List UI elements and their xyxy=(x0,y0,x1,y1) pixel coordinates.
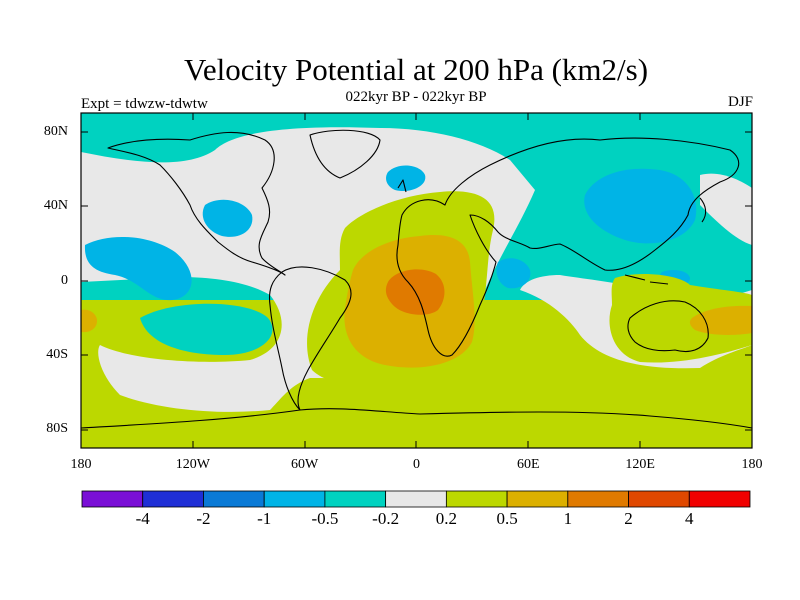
colorbar-swatch xyxy=(567,490,629,508)
map-field xyxy=(81,113,752,448)
season-label: DJF xyxy=(727,94,753,110)
colorbar-label: 0.2 xyxy=(435,509,457,528)
colorbar-label: 4 xyxy=(685,509,694,528)
latitude-label: 80N xyxy=(43,123,68,139)
coastline-uk xyxy=(397,179,407,193)
coastline-south-america xyxy=(268,266,352,411)
colorbar-swatch xyxy=(81,490,144,508)
colorbar-label: 2 xyxy=(624,509,633,528)
coastline-antarctica xyxy=(80,408,753,429)
coastlines xyxy=(80,129,753,429)
coastline-greenland xyxy=(309,129,381,179)
coastline-japan xyxy=(699,197,707,223)
coastline-australia xyxy=(627,300,709,353)
colorbar-swatch xyxy=(385,490,447,508)
latitude-label: 0 xyxy=(61,272,68,288)
colorbar-label: -2 xyxy=(196,509,211,528)
colorbar-swatch xyxy=(324,490,387,508)
negative-cell-east-pacific xyxy=(84,236,192,301)
positive-zone-australia xyxy=(609,274,752,363)
colorbar-swatch xyxy=(445,490,508,508)
longitude-label: 120E xyxy=(625,457,655,472)
colorbar-label: -0.5 xyxy=(311,509,339,528)
map-ticks xyxy=(81,113,752,448)
colorbar-label: -1 xyxy=(257,509,272,528)
figure-title: Velocity Potential at 200 hPa (km2/s) xyxy=(183,52,649,87)
colorbar-label: 1 xyxy=(563,509,573,528)
coastline-north-america xyxy=(107,131,286,276)
colorbar-swatch xyxy=(142,490,204,508)
longitude-label: 60E xyxy=(517,457,540,472)
latitude-label: 40N xyxy=(43,198,68,214)
negative-cell-north-atlantic xyxy=(386,165,426,192)
latitude-label: 80S xyxy=(46,421,68,437)
colorbar xyxy=(81,490,751,508)
negative-cell-east-asia xyxy=(584,168,697,244)
colorbar-swatch xyxy=(506,490,569,508)
colorbar-swatch xyxy=(628,490,690,508)
latitude-label: 40S xyxy=(46,346,68,362)
colorbar-swatch xyxy=(263,490,326,508)
positive-cell-dateline xyxy=(81,309,98,333)
negative-cell-north-pacific xyxy=(202,199,253,237)
negative-cell-south-pacific xyxy=(140,303,273,355)
coastline-eurasia-africa xyxy=(396,137,740,357)
figure-subtitle: 022kyr BP - 022kyr BP xyxy=(345,89,487,105)
coastline-indonesia xyxy=(624,274,669,285)
experiment-label: Expt = tdwzw-tdwtw xyxy=(81,96,208,112)
positive-cell-australia-core xyxy=(689,305,752,335)
longitude-label: 60W xyxy=(291,457,319,472)
neutral-zone-northeast-pacific xyxy=(700,173,752,245)
colorbar-label: -4 xyxy=(135,509,150,528)
longitude-label: 180 xyxy=(741,457,763,472)
colorbar-label: 0.5 xyxy=(496,509,518,528)
colorbar-label: -0.2 xyxy=(372,509,400,528)
colorbar-swatch xyxy=(688,490,751,508)
colorbar-swatch xyxy=(203,490,265,508)
longitude-label: 120W xyxy=(175,457,210,472)
negative-cell-indian-ocean xyxy=(496,258,531,289)
longitude-label: 180 xyxy=(70,457,92,472)
longitude-label: 0 xyxy=(413,457,420,472)
